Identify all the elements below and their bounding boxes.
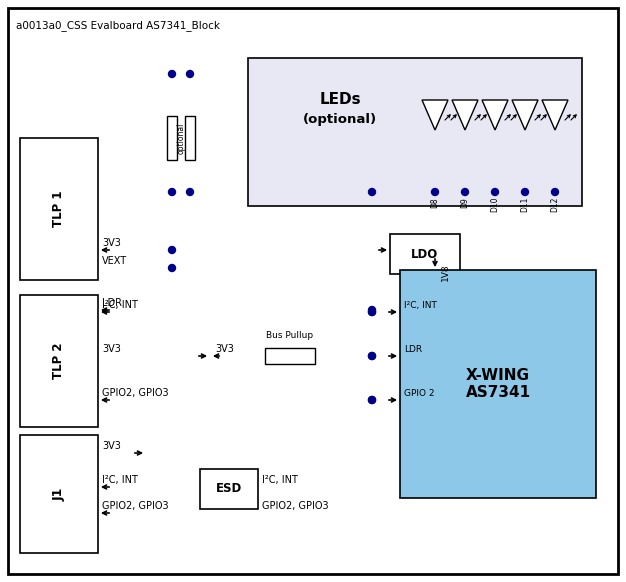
FancyBboxPatch shape xyxy=(20,138,98,280)
FancyBboxPatch shape xyxy=(20,435,98,553)
Circle shape xyxy=(369,307,376,314)
Circle shape xyxy=(369,396,376,403)
Circle shape xyxy=(369,308,376,315)
FancyBboxPatch shape xyxy=(248,58,582,206)
Text: GPIO2, GPIO3: GPIO2, GPIO3 xyxy=(102,388,168,398)
Circle shape xyxy=(369,353,376,360)
Text: LDO: LDO xyxy=(411,247,439,261)
FancyBboxPatch shape xyxy=(20,295,98,427)
Polygon shape xyxy=(452,100,478,130)
Circle shape xyxy=(491,189,498,196)
FancyBboxPatch shape xyxy=(167,116,177,160)
Text: I²C, INT: I²C, INT xyxy=(404,301,437,310)
Text: optional: optional xyxy=(177,122,185,154)
Text: I²C, INT: I²C, INT xyxy=(262,475,298,485)
Circle shape xyxy=(431,189,438,196)
Circle shape xyxy=(521,189,528,196)
Circle shape xyxy=(369,189,376,196)
Circle shape xyxy=(187,70,193,77)
Circle shape xyxy=(552,189,558,196)
Text: D10: D10 xyxy=(491,197,500,212)
Text: (optional): (optional) xyxy=(303,113,377,126)
Text: a0013a0_CSS Evalboard AS7341_Block: a0013a0_CSS Evalboard AS7341_Block xyxy=(16,20,220,31)
Circle shape xyxy=(187,189,193,196)
Text: D8: D8 xyxy=(431,197,439,208)
Text: 3V3: 3V3 xyxy=(102,238,121,248)
FancyBboxPatch shape xyxy=(390,234,460,274)
Circle shape xyxy=(168,189,175,196)
Text: LDR: LDR xyxy=(102,298,122,308)
FancyBboxPatch shape xyxy=(8,8,618,574)
FancyBboxPatch shape xyxy=(265,348,315,364)
Text: 1V8: 1V8 xyxy=(441,263,450,281)
Text: Bus Pullup: Bus Pullup xyxy=(267,331,314,340)
Text: GPIO2, GPIO3: GPIO2, GPIO3 xyxy=(262,501,329,511)
Text: ESD: ESD xyxy=(216,482,242,495)
Text: 3V3: 3V3 xyxy=(102,344,121,354)
Text: TLP 2: TLP 2 xyxy=(53,343,66,379)
Circle shape xyxy=(369,308,376,315)
Text: GPIO 2: GPIO 2 xyxy=(404,389,434,398)
Text: I²C, INT: I²C, INT xyxy=(102,300,138,310)
Text: I²C, INT: I²C, INT xyxy=(102,475,138,485)
Polygon shape xyxy=(512,100,538,130)
Circle shape xyxy=(369,353,376,360)
Text: LDR: LDR xyxy=(404,345,422,354)
FancyBboxPatch shape xyxy=(185,116,195,160)
Circle shape xyxy=(168,247,175,254)
Text: X-WING
AS7341: X-WING AS7341 xyxy=(466,368,531,400)
FancyBboxPatch shape xyxy=(200,469,258,509)
Text: J1: J1 xyxy=(53,487,66,501)
Text: 3V3: 3V3 xyxy=(102,441,121,451)
Circle shape xyxy=(461,189,468,196)
Text: D11: D11 xyxy=(520,197,530,212)
Text: D9: D9 xyxy=(461,197,470,208)
FancyBboxPatch shape xyxy=(400,270,596,498)
Text: GPIO2, GPIO3: GPIO2, GPIO3 xyxy=(102,501,168,511)
Polygon shape xyxy=(542,100,568,130)
Circle shape xyxy=(168,264,175,271)
Text: LEDs: LEDs xyxy=(319,93,361,108)
Text: TLP 1: TLP 1 xyxy=(53,191,66,227)
Polygon shape xyxy=(422,100,448,130)
Polygon shape xyxy=(482,100,508,130)
Text: 3V3: 3V3 xyxy=(215,344,234,354)
Text: D12: D12 xyxy=(550,197,560,212)
Circle shape xyxy=(369,396,376,403)
Circle shape xyxy=(168,70,175,77)
Text: VEXT: VEXT xyxy=(102,256,127,266)
